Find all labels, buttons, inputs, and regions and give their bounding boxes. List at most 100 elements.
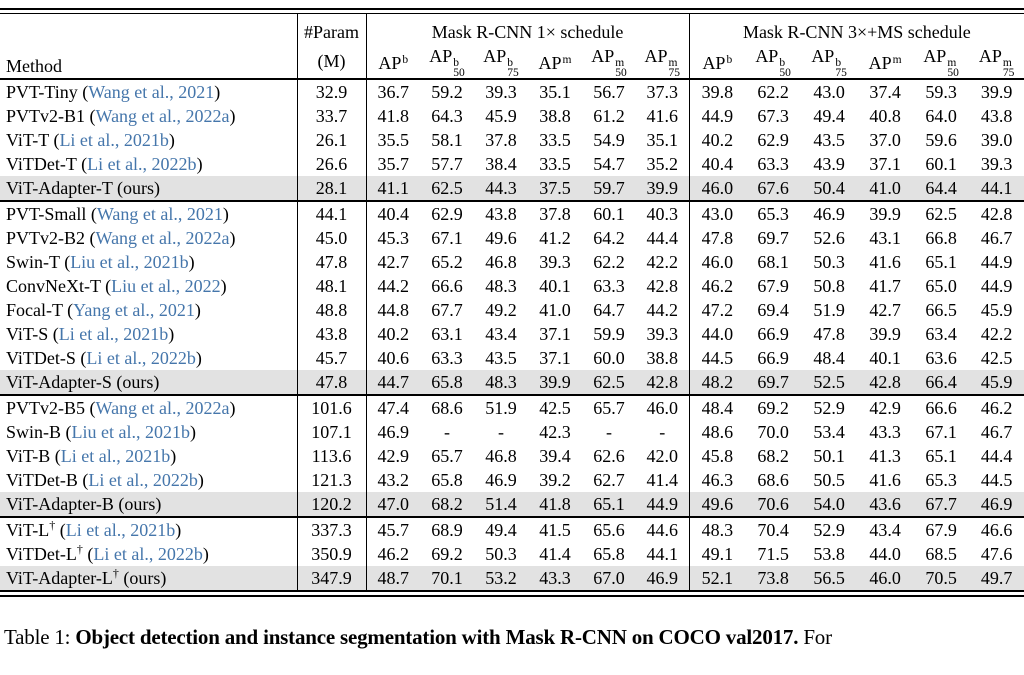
citation-link[interactable]: Wang et al., 2021 bbox=[88, 82, 215, 102]
ap-superscript: m bbox=[1002, 57, 1012, 69]
param-cell: 26.6 bbox=[297, 152, 367, 176]
citation-link[interactable]: Li et al., 2021b bbox=[60, 446, 171, 466]
table-row: PVTv2-B1 (Wang et al., 2022a) 33.7 41.8 64.… bbox=[0, 104, 1024, 128]
metric-cell-1x: 62.2 bbox=[593, 252, 625, 272]
metric-cell-1x: 41.8 bbox=[377, 106, 410, 126]
metric-cell-1x: 42.5 bbox=[539, 398, 571, 418]
metric-cell-3x: 69.2 bbox=[757, 398, 789, 418]
method-cell: ConvNeXt-T (Liu et al., 2022) bbox=[0, 274, 298, 298]
metric-cell-1x: 40.3 bbox=[636, 201, 690, 226]
metric-cell-1x: 40.1 bbox=[539, 276, 571, 296]
metric-cell-3x: 45.9 bbox=[980, 372, 1013, 392]
param-cell: 43.8 bbox=[297, 322, 367, 346]
param-cell: 28.1 bbox=[297, 176, 367, 201]
metric-cell-1x: 39.3 bbox=[539, 252, 571, 272]
metric-cell-3x: 56.5 bbox=[813, 568, 845, 588]
metric-cell-1x: 39.9 bbox=[539, 372, 571, 392]
param-cell: 48.8 bbox=[297, 298, 367, 322]
table-row: ViT-L† (Li et al., 2021b) 337.3 45.7 68.9 49… bbox=[0, 517, 1024, 542]
col-header-ap-b75-1x: AP b 75 bbox=[474, 44, 528, 79]
metric-cell-3x: 46.2 bbox=[980, 398, 1013, 418]
metric-cell-1x: 62.7 bbox=[593, 470, 625, 490]
metric-cell-3x: 70.4 bbox=[757, 520, 789, 540]
metric-cell-1x: 48.3 bbox=[485, 276, 517, 296]
col-header-ap-b-1x: APb bbox=[366, 44, 420, 79]
metric-cell-3x: 44.4 bbox=[980, 446, 1013, 466]
ap-superscript-subscript: b 75 bbox=[835, 58, 847, 78]
citation-link[interactable]: Wang et al., 2022a bbox=[95, 398, 230, 418]
metric-cell-1x: 35.7 bbox=[377, 154, 410, 174]
citation-link[interactable]: Li et al., 2022b bbox=[86, 348, 196, 368]
metric-cell-1x: 69.2 bbox=[431, 544, 463, 564]
param-cell: 32.9 bbox=[297, 79, 367, 104]
metric-cell-3x: 46.0 bbox=[701, 178, 734, 198]
citation-link[interactable]: Yang et al., 2021 bbox=[73, 300, 195, 320]
method-cell: ViT-L† (Li et al., 2021b) bbox=[0, 517, 298, 542]
col-header-ap-b50-3x: AP b 50 bbox=[745, 44, 801, 79]
metric-cell-3x: 68.5 bbox=[925, 544, 957, 564]
metric-cell-3x: 71.5 bbox=[757, 544, 789, 564]
col-header-ap-m50-3x: AP m 50 bbox=[913, 44, 969, 79]
table-header: Method #Param Mask R-CNN 1× schedule Mas… bbox=[0, 14, 1024, 79]
table-top-rule bbox=[0, 8, 1024, 14]
method-name: ViTDet-T bbox=[6, 154, 77, 174]
citation-link[interactable]: Li et al., 2021b bbox=[65, 520, 176, 540]
metric-cell-3x: 62.5 bbox=[925, 204, 957, 224]
metric-cell-1x: 45.9 bbox=[485, 106, 517, 126]
metric-cell-1x: 49.6 bbox=[485, 228, 517, 248]
table-row: Swin-T (Liu et al., 2021b) 47.8 42.7 65.2 46… bbox=[0, 250, 1024, 274]
citation-link[interactable]: Li et al., 2022b bbox=[88, 470, 198, 490]
citation-link[interactable]: Li et al., 2022b bbox=[87, 154, 197, 174]
param-cell: 47.8 bbox=[297, 370, 367, 395]
citation-link[interactable]: Liu et al., 2022 bbox=[111, 276, 221, 296]
param-cell: 101.6 bbox=[297, 395, 367, 420]
citation-link[interactable]: Wang et al., 2022a bbox=[95, 228, 230, 248]
param-cell: 45.7 bbox=[297, 346, 367, 370]
metric-cell-3x: 63.3 bbox=[757, 154, 789, 174]
metric-cell-3x: 42.7 bbox=[869, 300, 901, 320]
metric-cell-1x: 48.7 bbox=[377, 568, 410, 588]
metric-cell-3x: 42.8 bbox=[869, 372, 901, 392]
ap-subscript: 75 bbox=[668, 66, 681, 79]
metric-cell-1x: 44.7 bbox=[377, 372, 410, 392]
metric-cell-3x: 46.9 bbox=[980, 494, 1013, 514]
metric-cell-1x: 49.4 bbox=[485, 520, 517, 540]
metric-cell-3x: 39.0 bbox=[980, 130, 1013, 150]
col-header-ap-m75-1x: AP m 75 bbox=[636, 44, 690, 79]
citation-link[interactable]: Li et al., 2022b bbox=[93, 544, 203, 564]
metric-cell-3x: 42.8 bbox=[980, 204, 1013, 224]
citation-link[interactable]: Liu et al., 2021b bbox=[71, 422, 190, 442]
metric-cell-1x: 65.1 bbox=[593, 494, 625, 514]
ap-metric-base: AP bbox=[811, 46, 835, 66]
citation-link[interactable]: Liu et al., 2021b bbox=[70, 252, 189, 272]
metric-cell-1x: 37.3 bbox=[636, 79, 690, 104]
metric-cell-3x: 49.7 bbox=[980, 568, 1013, 588]
citation-link[interactable]: Wang et al., 2022a bbox=[95, 106, 230, 126]
table-row: PVTv2-B2 (Wang et al., 2022a) 45.0 45.3 67.… bbox=[0, 226, 1024, 250]
ap-metric-base: AP bbox=[702, 52, 726, 73]
metric-cell-1x: 46.2 bbox=[377, 544, 410, 564]
metric-cell-1x: 35.1 bbox=[539, 82, 571, 102]
col-header-schedule-3x: Mask R-CNN 3×+MS schedule bbox=[742, 22, 971, 42]
metric-cell-1x: 51.9 bbox=[485, 398, 517, 418]
metric-cell-3x: 44.5 bbox=[701, 348, 734, 368]
method-cell: ViT-B (Li et al., 2021b) bbox=[0, 444, 298, 468]
method-cell: Focal-T (Yang et al., 2021) bbox=[0, 298, 298, 322]
metric-cell-1x: 43.4 bbox=[485, 324, 517, 344]
method-name: PVT-Tiny bbox=[6, 82, 78, 102]
ours-label: ours bbox=[129, 568, 161, 588]
metric-cell-3x: 42.5 bbox=[980, 348, 1013, 368]
citation-link[interactable]: Wang et al., 2021 bbox=[96, 204, 223, 224]
metric-cell-1x: 49.2 bbox=[485, 300, 517, 320]
metric-cell-1x: 45.7 bbox=[377, 520, 410, 540]
table-row: Focal-T (Yang et al., 2021) 48.8 44.8 67.7 4… bbox=[0, 298, 1024, 322]
metric-cell-1x: 60.0 bbox=[593, 348, 625, 368]
metric-cell-3x: 43.0 bbox=[813, 82, 845, 102]
citation-link[interactable]: Li et al., 2021b bbox=[58, 324, 169, 344]
metric-cell-1x: 67.0 bbox=[593, 568, 625, 588]
citation-link[interactable]: Li et al., 2021b bbox=[59, 130, 169, 150]
metric-cell-3x: 43.4 bbox=[869, 520, 901, 540]
method-cell: PVTv2-B5 (Wang et al., 2022a) bbox=[0, 395, 298, 420]
method-name: ViTDet-S bbox=[6, 348, 76, 368]
metric-cell-3x: 52.6 bbox=[813, 228, 845, 248]
